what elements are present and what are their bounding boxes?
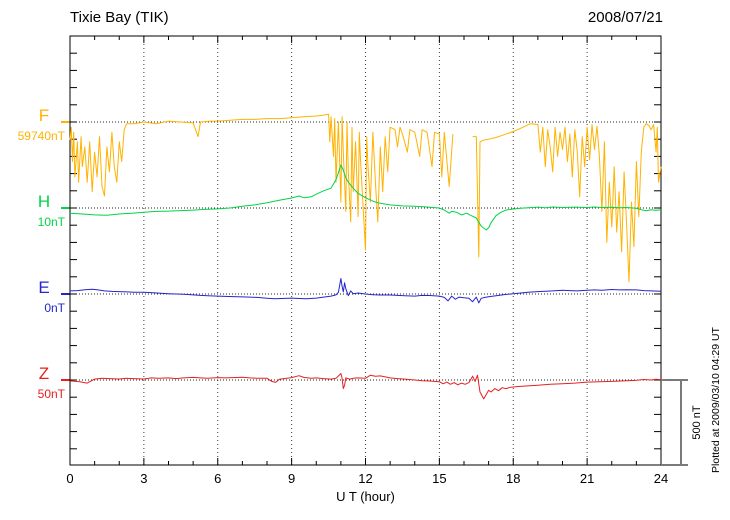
scale-bar-label: 500 nT [691,405,703,440]
scale-bar: 500 nT [661,379,703,466]
series-H-value-label: 10nT [38,215,66,229]
series-Z-line [69,373,662,400]
series-Z-label: Z [39,364,49,383]
x-tick-label-6: 6 [214,471,221,486]
series-F-label: F [39,106,49,125]
x-tick-label-3: 3 [140,471,147,486]
x-tick-label-21: 21 [580,471,594,486]
x-tick-label-15: 15 [432,471,446,486]
series-E-label: E [38,278,49,297]
footnote: Plotted at 2009/03/10 04:29 UT [710,326,722,473]
x-tick-label-0: 0 [66,471,73,486]
x-tick-label-18: 18 [506,471,520,486]
trace-baselines [61,121,661,381]
series-Z-value-label: 50nT [38,387,66,401]
x-ticks [94,36,637,465]
series-F-value-label: 59740nT [18,129,66,143]
series-H-line [69,164,662,231]
x-axis-labels: 0 3 6 9 12 15 18 21 24 U T (hour) [66,471,668,504]
x-axis-title: U T (hour) [336,489,395,504]
page-title: Tixie Bay (TIK) [70,9,169,26]
x-tick-label-9: 9 [288,471,295,486]
footnote-text: Plotted at 2009/03/10 04:29 UT [710,326,722,473]
x-tick-label-24: 24 [654,471,668,486]
x-tick-label-12: 12 [358,471,372,486]
series-H-label: H [38,192,50,211]
series-lines [69,113,662,400]
series-E-value-label: 0nT [44,301,65,315]
plot-date: 2008/07/21 [587,9,663,26]
plot-frame [69,35,662,466]
series-F-line [69,113,662,283]
series-labels: F 59740nT H 10nT E 0nT Z 50nT [18,106,66,401]
series-E-line [69,278,662,304]
